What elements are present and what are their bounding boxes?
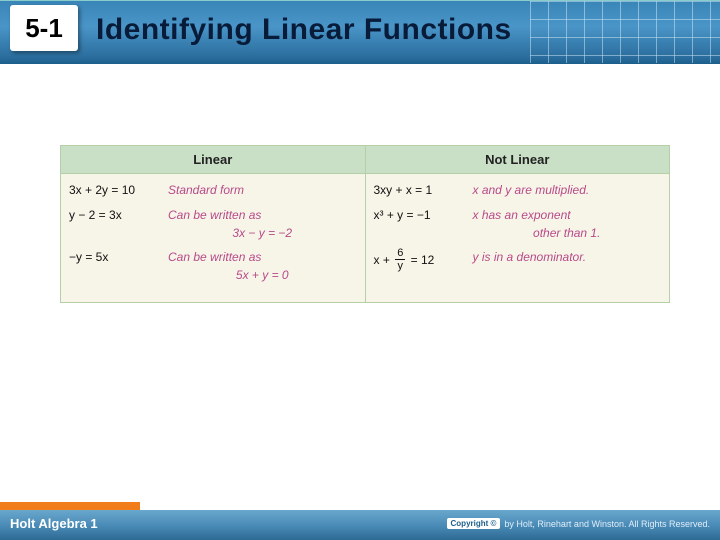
table-row: 3xy + x = 1 x and y are multiplied. [374, 182, 662, 199]
footer-accent-tab [0, 502, 140, 510]
copyright-text: by Holt, Rinehart and Winston. All Right… [504, 519, 710, 529]
description: Can be written as 5x + y = 0 [164, 249, 357, 283]
footer-bar: Holt Algebra 1 Copyright © by Holt, Rine… [0, 510, 720, 540]
equation: x³ + y = −1 [374, 207, 469, 224]
section-number-badge: 5-1 [10, 5, 78, 51]
desc-subline: 5x + y = 0 [168, 267, 357, 283]
equation-fraction: x + 6y = 12 [374, 249, 469, 273]
column-header-linear: Linear [61, 146, 366, 173]
fraction: 6y [395, 248, 405, 272]
description: Standard form [164, 182, 357, 198]
table-row: x³ + y = −1 x has an exponent other than… [374, 207, 662, 241]
column-not-linear: 3xy + x = 1 x and y are multiplied. x³ +… [366, 174, 670, 302]
table-row: −y = 5x Can be written as 5x + y = 0 [69, 249, 357, 283]
footer-book-title: Holt Algebra 1 [10, 516, 98, 531]
table-header-row: Linear Not Linear [61, 146, 669, 174]
section-number: 5-1 [25, 13, 63, 44]
description: Can be written as 3x − y = −2 [164, 207, 357, 241]
table-row: x + 6y = 12 y is in a denominator. [374, 249, 662, 273]
column-linear: 3x + 2y = 10 Standard form y − 2 = 3x Ca… [61, 174, 366, 302]
header-grid-decoration [530, 1, 720, 63]
desc-subline: 3x − y = −2 [168, 225, 357, 241]
description: y is in a denominator. [469, 249, 662, 265]
table-row: y − 2 = 3x Can be written as 3x − y = −2 [69, 207, 357, 241]
page-title: Identifying Linear Functions [96, 13, 512, 47]
equation: 3xy + x = 1 [374, 182, 469, 199]
desc-line: Can be written as [168, 250, 261, 264]
table-row: 3x + 2y = 10 Standard form [69, 182, 357, 199]
header-bar: 5-1 Identifying Linear Functions [0, 0, 720, 64]
desc-line: x has an exponent [473, 208, 571, 222]
desc-subline: other than 1. [473, 225, 662, 241]
eq-after: = 12 [407, 253, 434, 267]
equation: −y = 5x [69, 249, 164, 266]
numerator: 6 [395, 248, 405, 260]
desc-line: Can be written as [168, 208, 261, 222]
description: x and y are multiplied. [469, 182, 662, 198]
footer-copyright: Copyright © by Holt, Rinehart and Winsto… [447, 518, 710, 529]
table-body: 3x + 2y = 10 Standard form y − 2 = 3x Ca… [61, 174, 669, 302]
eq-before: x + [374, 253, 394, 267]
column-header-not-linear: Not Linear [366, 146, 670, 173]
copyright-badge: Copyright © [447, 518, 501, 529]
equation: 3x + 2y = 10 [69, 182, 164, 199]
description: x has an exponent other than 1. [469, 207, 662, 241]
comparison-table: Linear Not Linear 3x + 2y = 10 Standard … [60, 145, 670, 303]
equation: y − 2 = 3x [69, 207, 164, 224]
denominator: y [395, 260, 405, 272]
